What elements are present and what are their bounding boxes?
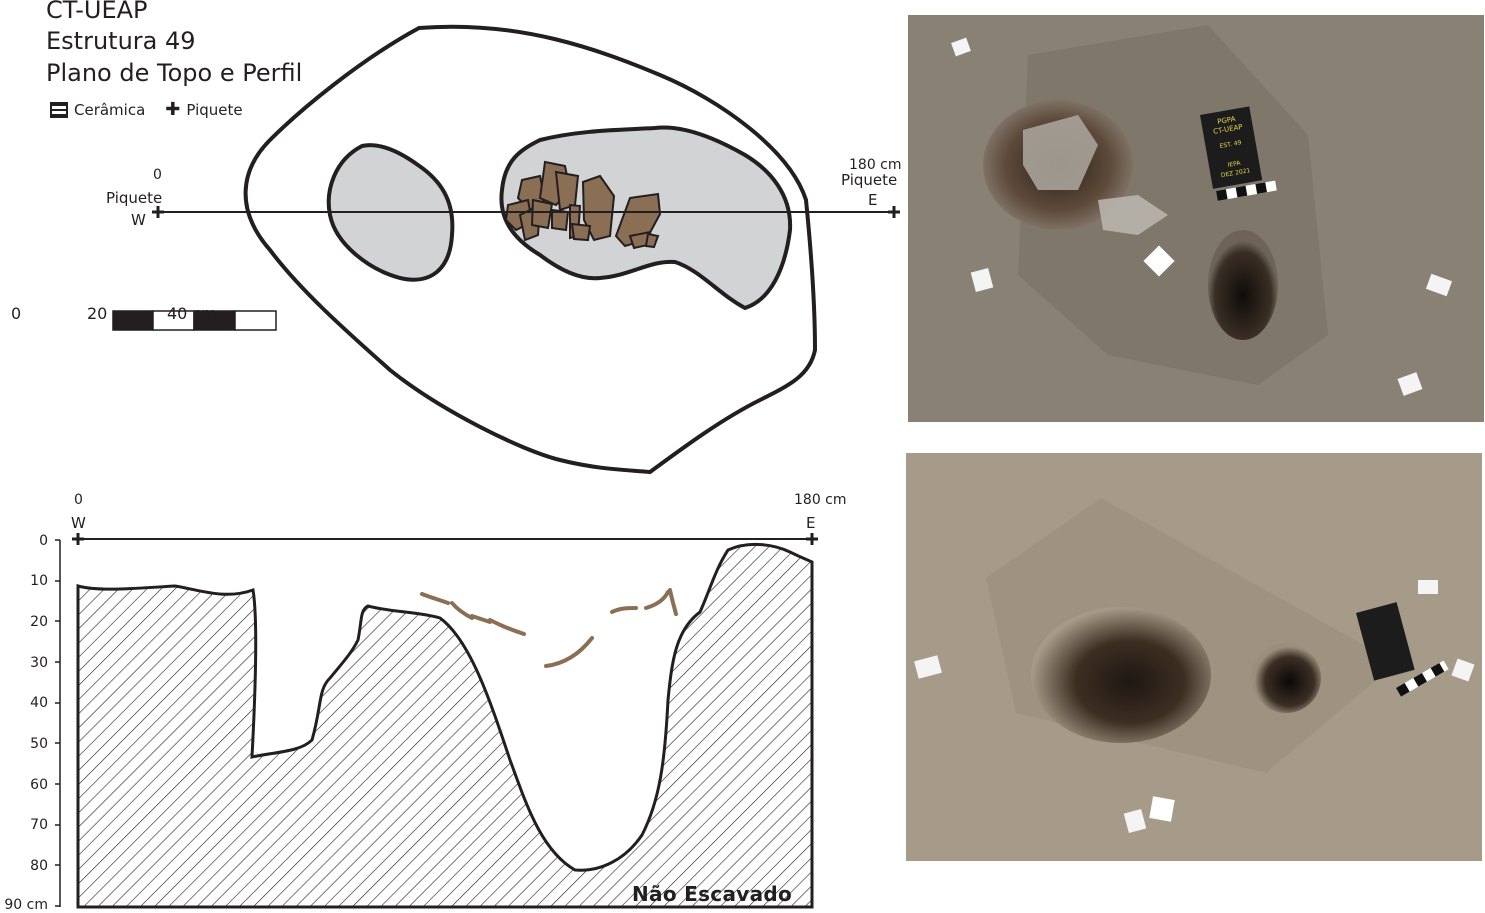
ceramic-sherd bbox=[450, 601, 474, 620]
ceramic-fragment bbox=[581, 174, 616, 242]
ceramic-sherd bbox=[544, 636, 594, 668]
excavation-photo-top: PGPA CT-UEAP EST. 49 IEPA DEZ 2021 bbox=[908, 15, 1484, 422]
ceramic-sherd bbox=[488, 618, 526, 636]
photo-bottom-scene bbox=[906, 453, 1482, 861]
scale-label-0: 0 bbox=[11, 304, 22, 323]
photo2-scale-bar bbox=[1396, 660, 1449, 697]
profile-west-direction: W bbox=[71, 514, 86, 532]
piquete-marker-east bbox=[888, 206, 900, 218]
ceramic-fragment bbox=[644, 232, 660, 249]
profile-east-distance: 180 cm bbox=[794, 492, 847, 508]
photo2-board bbox=[1356, 602, 1415, 681]
unexcavated-soil bbox=[76, 542, 814, 909]
depth-tick: 30 bbox=[30, 655, 48, 671]
photo-top-scene: PGPA CT-UEAP EST. 49 IEPA DEZ 2021 bbox=[908, 15, 1484, 422]
title-line-2: Estrutura 49 bbox=[46, 27, 196, 55]
ceramic-fragment bbox=[554, 170, 580, 212]
photo-board-line-4: IEPA bbox=[1227, 160, 1242, 169]
photo-board-line-1: PGPA bbox=[1217, 115, 1237, 126]
plan-west-distance: 0 bbox=[153, 167, 162, 183]
ceramic-sherd bbox=[470, 614, 492, 624]
ceramic-fragments bbox=[504, 160, 662, 250]
depth-tick: 60 bbox=[30, 777, 48, 793]
ceramic-sherd bbox=[610, 606, 638, 614]
ceramic-sherd bbox=[644, 590, 670, 610]
legend: Cerâmica ✚ Piquete bbox=[50, 99, 243, 120]
legend-piquete-label: Piquete bbox=[186, 100, 243, 119]
excavation-photo-bottom bbox=[906, 453, 1482, 861]
plus-icon: ✚ bbox=[165, 99, 181, 120]
plan-east-direction: E bbox=[868, 191, 878, 209]
plan-east-piquete-label: Piquete bbox=[841, 171, 898, 189]
profile-east-direction: E bbox=[806, 514, 816, 532]
piquete-marker-profile-east bbox=[806, 533, 818, 545]
ceramic-photo-cluster bbox=[1023, 115, 1168, 235]
piquete-marker-profile-west bbox=[72, 533, 84, 545]
depth-tick: 40 bbox=[30, 695, 48, 711]
hatched-square-icon bbox=[50, 101, 68, 118]
depth-tick: 50 bbox=[30, 736, 48, 752]
ceramic-fragment bbox=[570, 222, 592, 242]
scale-bar bbox=[112, 310, 277, 331]
depth-tick: 10 bbox=[30, 573, 48, 589]
depth-tick: 70 bbox=[30, 817, 48, 833]
photo-scale-bar bbox=[1216, 180, 1277, 201]
depth-tick: 0 bbox=[39, 533, 48, 549]
depth-tick: 90 cm bbox=[4, 897, 48, 913]
plan-west-piquete-label: Piquete bbox=[106, 189, 163, 207]
plan-west-direction: W bbox=[131, 211, 146, 229]
plan-east-distance: 180 cm bbox=[849, 157, 902, 173]
title-line-1: CT-UEAP bbox=[46, 0, 148, 24]
scale-label-40: 40 cm bbox=[167, 304, 217, 323]
depth-tick: 80 bbox=[30, 858, 48, 874]
profile-ceramics bbox=[420, 588, 678, 668]
piquete-marker-west bbox=[152, 206, 164, 218]
ceramic-fragment bbox=[530, 198, 554, 230]
ceramic-sherd bbox=[420, 592, 450, 605]
depth-axis-ticks bbox=[55, 539, 60, 907]
ceramic-sherd bbox=[668, 588, 678, 616]
not-excavated-label: Não Escavado bbox=[632, 882, 793, 906]
depth-tick: 20 bbox=[30, 614, 48, 630]
scale-label-20: 20 bbox=[87, 304, 108, 323]
legend-ceramic-label: Cerâmica bbox=[74, 100, 146, 119]
photo-board-line-3: EST. 49 bbox=[1219, 139, 1242, 150]
north-tag-icon-2 bbox=[1149, 796, 1175, 822]
photo-board: PGPA CT-UEAP EST. 49 IEPA DEZ 2021 bbox=[1200, 106, 1263, 189]
profile-west-distance: 0 bbox=[74, 492, 83, 508]
title-line-3: Plano de Topo e Perfil bbox=[46, 59, 303, 87]
